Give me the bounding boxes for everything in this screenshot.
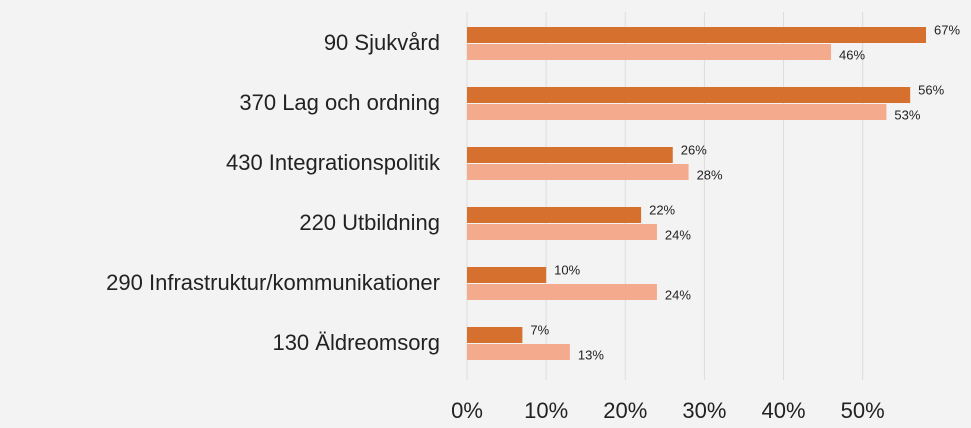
value-label: 53% xyxy=(894,107,920,122)
value-label: 26% xyxy=(681,142,707,157)
value-label: 24% xyxy=(665,227,691,242)
bar xyxy=(467,224,657,240)
bar xyxy=(467,207,642,223)
value-label: 56% xyxy=(918,82,944,97)
x-tick-label: 40% xyxy=(762,398,806,423)
x-tick-label: 50% xyxy=(841,398,885,423)
x-tick-label: 10% xyxy=(524,398,568,423)
x-tick-label: 0% xyxy=(451,398,483,423)
bar xyxy=(467,44,832,60)
category-label: 220 Utbildning xyxy=(299,210,440,235)
value-label: 24% xyxy=(665,287,691,302)
category-label: 90 Sjukvård xyxy=(324,30,440,55)
bar xyxy=(467,267,547,283)
category-label: 130 Äldreomsorg xyxy=(272,330,440,355)
value-label: 22% xyxy=(649,202,675,217)
bar xyxy=(467,327,523,343)
value-label: 28% xyxy=(697,167,723,182)
x-tick-label: 30% xyxy=(682,398,726,423)
x-tick-label: 20% xyxy=(603,398,647,423)
bar xyxy=(467,87,911,103)
bar xyxy=(467,344,570,360)
value-label: 13% xyxy=(578,347,604,362)
value-label: 10% xyxy=(554,262,580,277)
value-label: 7% xyxy=(530,322,549,337)
value-label: 46% xyxy=(839,47,865,62)
grid xyxy=(466,12,864,380)
category-label: 430 Integrationspolitik xyxy=(226,150,441,175)
bar xyxy=(467,104,887,120)
labels: 0% 10% 20% 30% 40% 50% 90 Sjukvård 67% 46% 370 La… xyxy=(106,22,960,422)
bar xyxy=(467,27,926,43)
value-label: 67% xyxy=(934,22,960,37)
category-label: 370 Lag och ordning xyxy=(239,90,440,115)
bar xyxy=(467,147,673,163)
category-label: 290 Infrastruktur/kommunikationer xyxy=(106,270,440,295)
bars xyxy=(467,27,926,360)
bar xyxy=(467,164,689,180)
bar xyxy=(467,284,657,300)
